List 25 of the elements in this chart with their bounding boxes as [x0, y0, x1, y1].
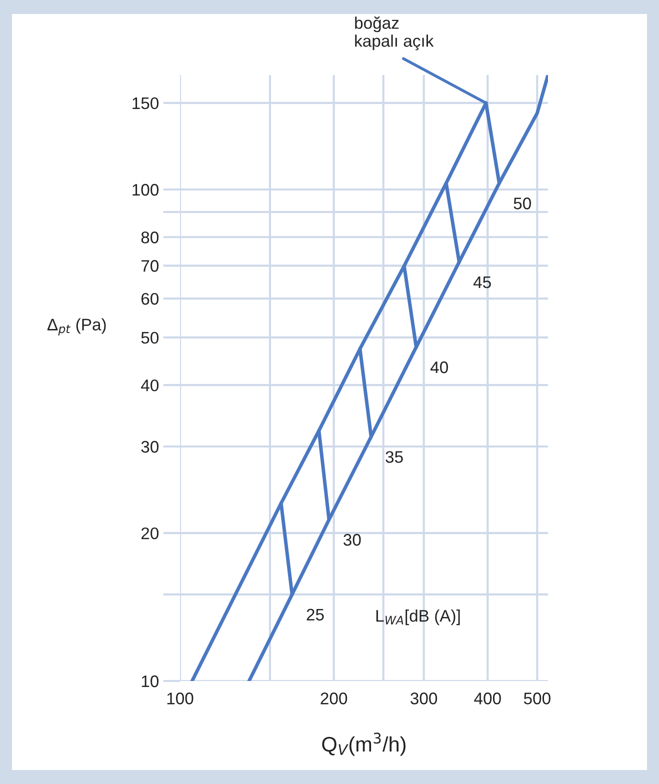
- annotation: 45: [473, 276, 491, 288]
- annotation: 25: [306, 608, 324, 621]
- annotation: boğaz kapalı açık: [355, 16, 434, 50]
- y-tick-label: 10: [142, 675, 159, 688]
- y-tick-label: 20: [141, 527, 159, 540]
- y-tick-label: 150: [132, 97, 159, 110]
- y-axis-title: Δ$_{pt}$ (Pa): [47, 318, 106, 336]
- annotation: 50: [514, 198, 531, 210]
- annotation: 40: [430, 361, 448, 374]
- x-axis-title: Q$_{V}$(m$^{3}$/h): [322, 732, 406, 756]
- annotation: 30: [344, 534, 361, 546]
- x-tick-label: 200: [320, 692, 348, 704]
- y-tick-label: 80: [141, 232, 159, 244]
- annotation: 35: [386, 451, 403, 463]
- x-tick-label: 400: [474, 692, 501, 704]
- y-tick-label: 50: [141, 332, 159, 344]
- x-tick-label: 100: [167, 692, 194, 704]
- y-tick-label: 40: [141, 379, 159, 392]
- y-tick-label: 60: [141, 292, 159, 305]
- y-tick-label: 100: [132, 184, 159, 196]
- x-tick-label: 500: [524, 692, 550, 704]
- y-tick-label: 30: [141, 440, 159, 453]
- x-tick-label: 300: [410, 692, 438, 704]
- annotation: L$_{WA}$[dB (A)]: [376, 610, 460, 626]
- y-tick-label: 70: [141, 260, 159, 272]
